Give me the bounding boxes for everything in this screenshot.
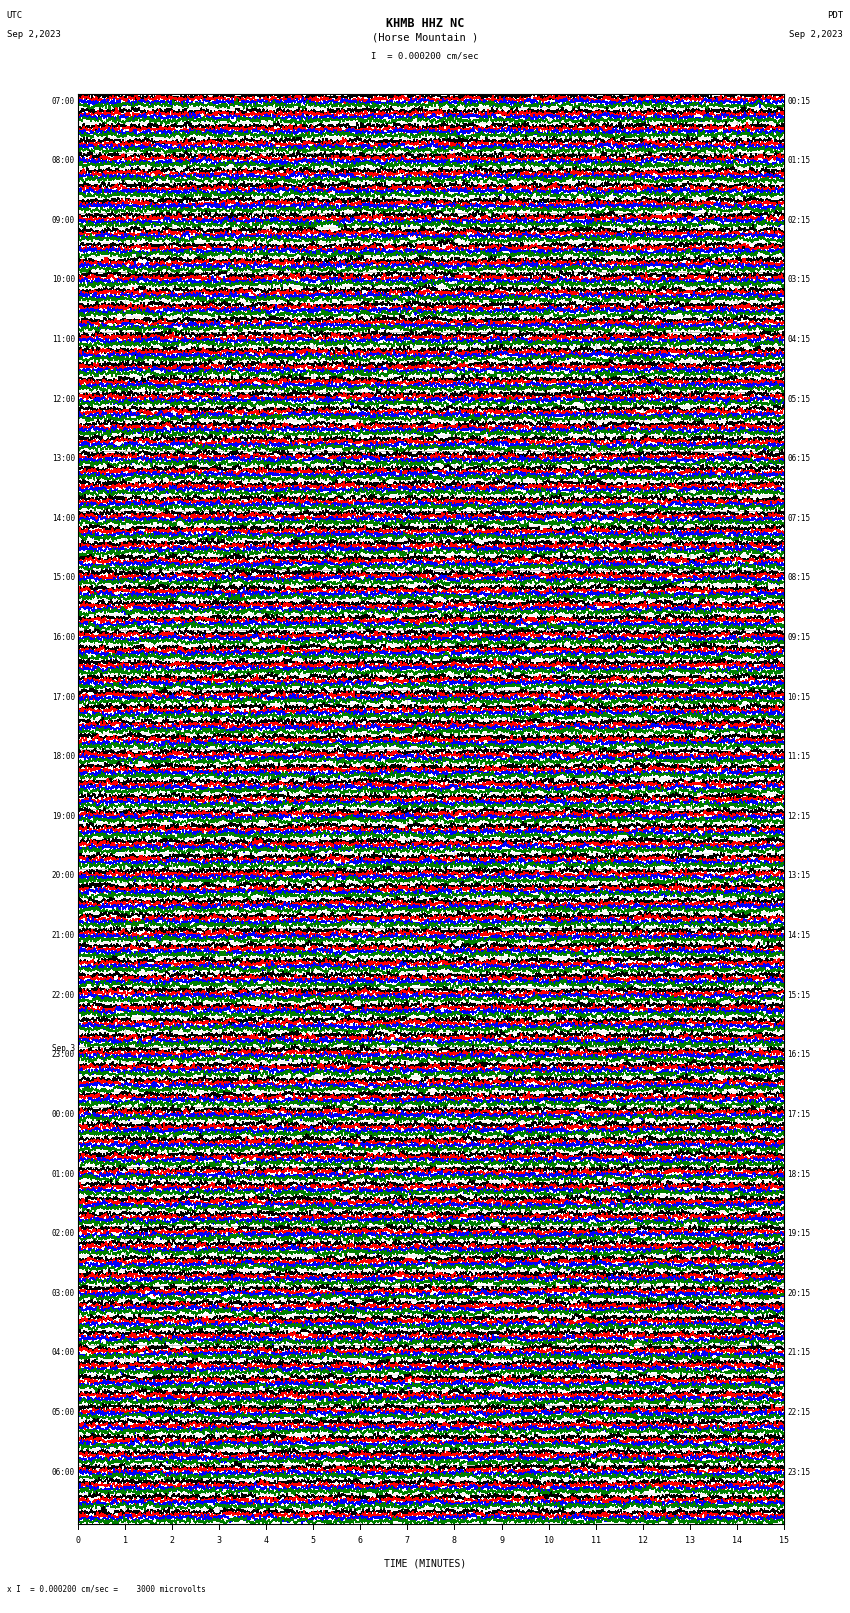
Text: 18:00: 18:00: [52, 752, 75, 761]
Text: 11:15: 11:15: [787, 752, 810, 761]
Text: 01:15: 01:15: [787, 156, 810, 165]
Text: x I  = 0.000200 cm/sec =    3000 microvolts: x I = 0.000200 cm/sec = 3000 microvolts: [7, 1584, 206, 1594]
Text: 09:00: 09:00: [52, 216, 75, 224]
Text: 04:00: 04:00: [52, 1348, 75, 1358]
Text: 22:00: 22:00: [52, 990, 75, 1000]
Text: Sep 2,2023: Sep 2,2023: [790, 31, 843, 39]
Text: UTC: UTC: [7, 11, 23, 21]
Text: 23:15: 23:15: [787, 1468, 810, 1476]
Text: 13:15: 13:15: [787, 871, 810, 881]
Text: 16:00: 16:00: [52, 632, 75, 642]
Text: 03:15: 03:15: [787, 276, 810, 284]
Text: 04:15: 04:15: [787, 336, 810, 344]
Text: 12: 12: [638, 1536, 648, 1545]
Text: 12:15: 12:15: [787, 811, 810, 821]
Text: TIME (MINUTES): TIME (MINUTES): [384, 1558, 466, 1568]
Text: 7: 7: [405, 1536, 410, 1545]
Text: 10:15: 10:15: [787, 692, 810, 702]
Text: 19:00: 19:00: [52, 811, 75, 821]
Text: 0: 0: [76, 1536, 81, 1545]
Text: 11:00: 11:00: [52, 336, 75, 344]
Text: 07:15: 07:15: [787, 515, 810, 523]
Text: 10:00: 10:00: [52, 276, 75, 284]
Text: 8: 8: [452, 1536, 457, 1545]
Text: 13: 13: [684, 1536, 694, 1545]
Text: 9: 9: [499, 1536, 504, 1545]
Text: 17:15: 17:15: [787, 1110, 810, 1119]
Text: 06:00: 06:00: [52, 1468, 75, 1476]
Text: 1: 1: [122, 1536, 128, 1545]
Text: 3: 3: [217, 1536, 222, 1545]
Text: 08:00: 08:00: [52, 156, 75, 165]
Text: 21:15: 21:15: [787, 1348, 810, 1358]
Text: 14:15: 14:15: [787, 931, 810, 940]
Text: PDT: PDT: [827, 11, 843, 21]
Text: 09:15: 09:15: [787, 632, 810, 642]
Text: 02:15: 02:15: [787, 216, 810, 224]
Text: 21:00: 21:00: [52, 931, 75, 940]
Text: 4: 4: [264, 1536, 269, 1545]
Text: 2: 2: [170, 1536, 175, 1545]
Text: Sep 2,2023: Sep 2,2023: [7, 31, 60, 39]
Text: 17:00: 17:00: [52, 692, 75, 702]
Text: 02:00: 02:00: [52, 1229, 75, 1239]
Text: 22:15: 22:15: [787, 1408, 810, 1416]
Text: 14:00: 14:00: [52, 515, 75, 523]
Text: 14: 14: [732, 1536, 742, 1545]
Text: KHMB HHZ NC: KHMB HHZ NC: [386, 16, 464, 29]
Text: 19:15: 19:15: [787, 1229, 810, 1239]
Text: 13:00: 13:00: [52, 455, 75, 463]
Text: 15:00: 15:00: [52, 573, 75, 582]
Text: 01:00: 01:00: [52, 1169, 75, 1179]
Text: 03:00: 03:00: [52, 1289, 75, 1298]
Text: 5: 5: [311, 1536, 316, 1545]
Text: 15:15: 15:15: [787, 990, 810, 1000]
Text: 05:15: 05:15: [787, 395, 810, 403]
Text: 23:00: 23:00: [52, 1050, 75, 1060]
Text: 10: 10: [543, 1536, 553, 1545]
Text: (Horse Mountain ): (Horse Mountain ): [371, 32, 478, 42]
Text: 18:15: 18:15: [787, 1169, 810, 1179]
Text: 11: 11: [591, 1536, 601, 1545]
Text: 00:00: 00:00: [52, 1110, 75, 1119]
Text: 08:15: 08:15: [787, 573, 810, 582]
Text: 6: 6: [358, 1536, 363, 1545]
Text: I  = 0.000200 cm/sec: I = 0.000200 cm/sec: [371, 52, 479, 60]
Text: 15: 15: [779, 1536, 789, 1545]
Text: 12:00: 12:00: [52, 395, 75, 403]
Text: 07:00: 07:00: [52, 97, 75, 105]
Text: 00:15: 00:15: [787, 97, 810, 105]
Text: 16:15: 16:15: [787, 1050, 810, 1060]
Text: 05:00: 05:00: [52, 1408, 75, 1416]
Text: 06:15: 06:15: [787, 455, 810, 463]
Text: Sep 3: Sep 3: [52, 1044, 75, 1053]
Text: 20:00: 20:00: [52, 871, 75, 881]
Text: 20:15: 20:15: [787, 1289, 810, 1298]
